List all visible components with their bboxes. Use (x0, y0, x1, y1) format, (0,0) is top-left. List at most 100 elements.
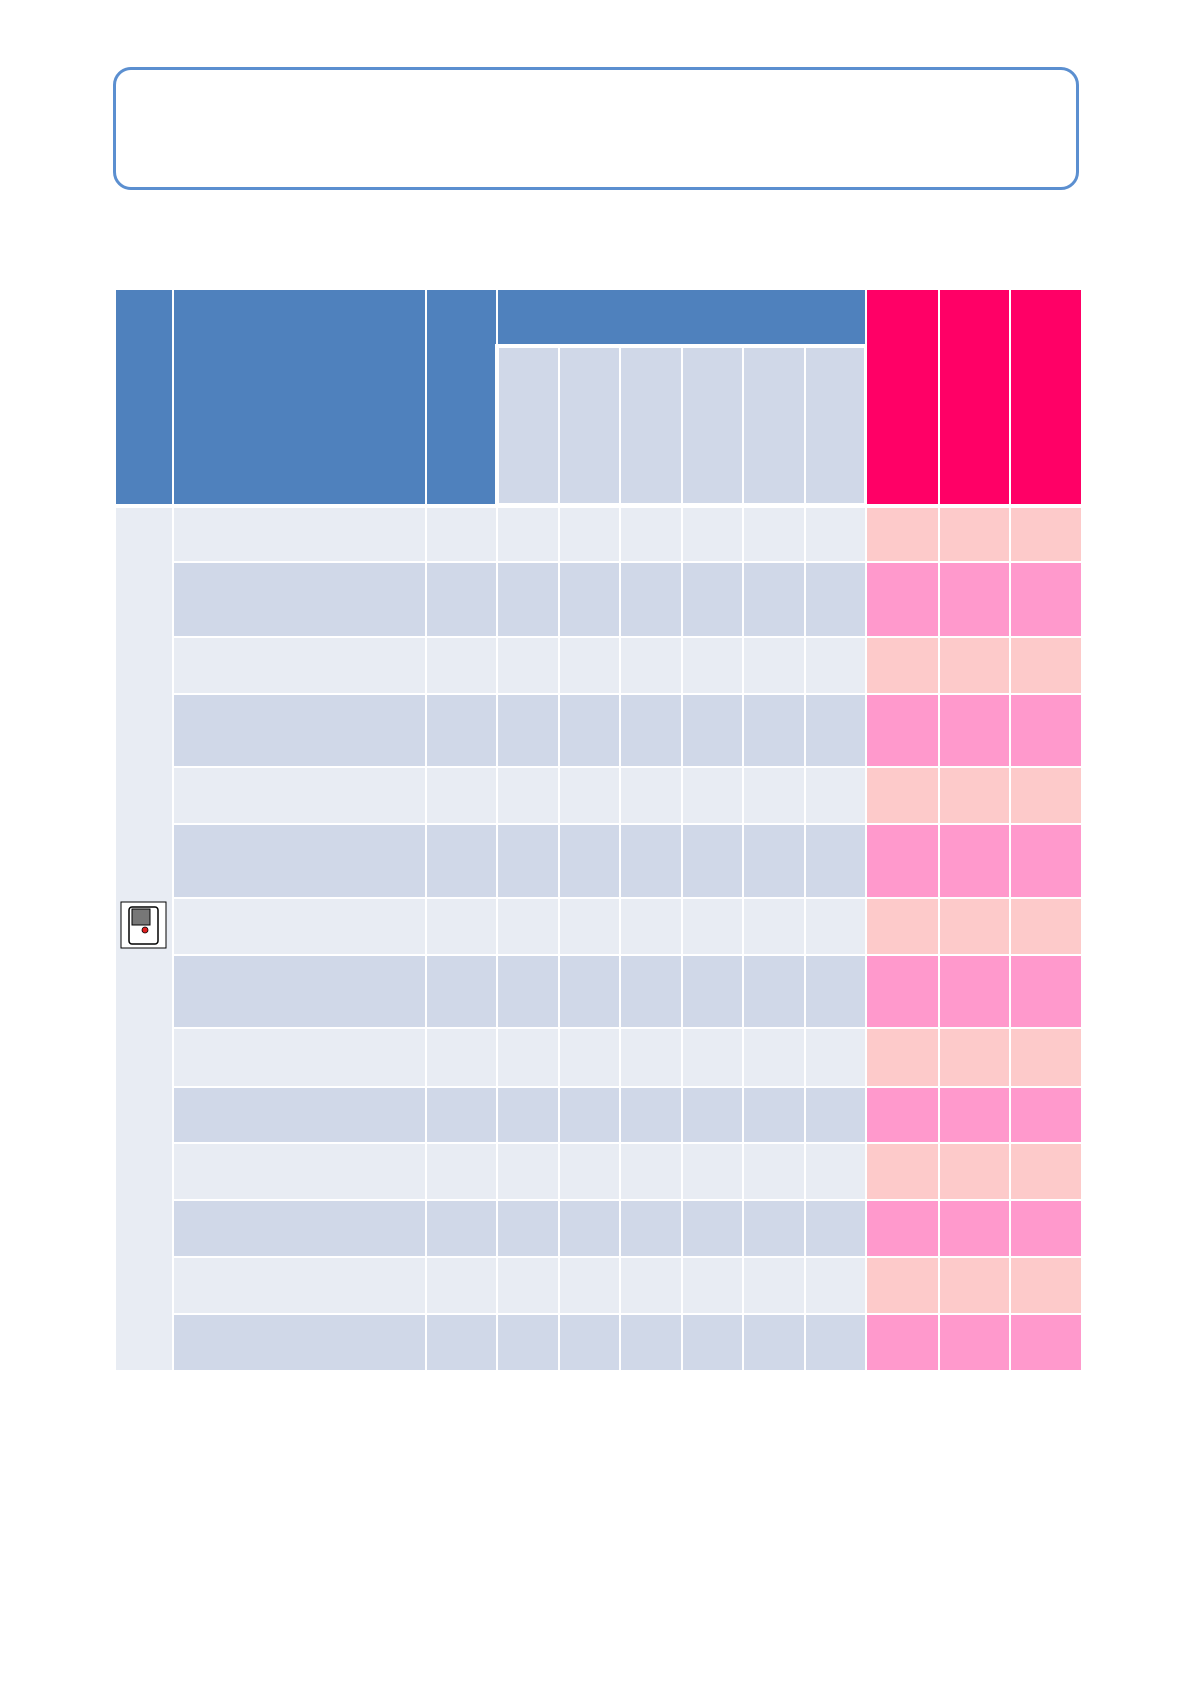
icon-screen (131, 908, 151, 926)
body-cell (425, 1256, 498, 1315)
body-cell (172, 1086, 427, 1144)
body-cell (172, 897, 427, 956)
body-cell (172, 1313, 427, 1372)
body-cell (865, 1086, 940, 1144)
body-cell (938, 561, 1011, 638)
body-cell (496, 954, 560, 1029)
body-cell (681, 1256, 744, 1315)
body-cell (742, 506, 806, 563)
body-cell (865, 636, 940, 695)
body-cell (1009, 1313, 1083, 1372)
header-cell (114, 288, 174, 506)
body-cell (558, 561, 621, 638)
body-cell (804, 1086, 867, 1144)
body-cell (1009, 1256, 1083, 1315)
body-cell (619, 1313, 683, 1372)
body-cell (496, 897, 560, 956)
body-cell (1009, 954, 1083, 1029)
body-cell (425, 561, 498, 638)
body-cell (938, 1256, 1011, 1315)
body-cell (425, 1199, 498, 1258)
body-cell (804, 823, 867, 899)
body-cell (496, 1086, 560, 1144)
body-cell (496, 1199, 560, 1258)
body-cell (558, 1256, 621, 1315)
body-cell (172, 636, 427, 695)
body-cell (425, 766, 498, 825)
header-cell (425, 288, 498, 506)
body-cell (681, 897, 744, 956)
body-cell (865, 1313, 940, 1372)
body-cell (865, 1256, 940, 1315)
subheader-cell (619, 345, 683, 506)
body-cell (1009, 1199, 1083, 1258)
body-cell (1009, 506, 1083, 563)
header-cell (938, 288, 1011, 506)
body-cell (172, 954, 427, 1029)
body-cell (865, 823, 940, 899)
body-cell (865, 766, 940, 825)
body-cell (172, 693, 427, 768)
body-cell (681, 1313, 744, 1372)
body-cell (1009, 693, 1083, 768)
body-cell (681, 1142, 744, 1201)
body-cell (425, 506, 498, 563)
body-cell (865, 693, 940, 768)
body-cell (938, 954, 1011, 1029)
body-cell (425, 954, 498, 1029)
body-cell (558, 1027, 621, 1088)
header-cell (865, 288, 940, 506)
body-cell (619, 897, 683, 956)
body-cell (558, 766, 621, 825)
title-box (113, 67, 1079, 190)
body-cell (496, 766, 560, 825)
body-cell (681, 766, 744, 825)
body-cell (865, 1142, 940, 1201)
body-cell (804, 636, 867, 695)
body-cell (681, 506, 744, 563)
body-cell (1009, 823, 1083, 899)
body-cell (619, 693, 683, 768)
body-cell (804, 954, 867, 1029)
body-cell (938, 766, 1011, 825)
body-cell (558, 897, 621, 956)
body-cell (742, 954, 806, 1029)
body-cell (938, 1199, 1011, 1258)
body-cell (558, 823, 621, 899)
body-cell (742, 1256, 806, 1315)
body-cell (1009, 1086, 1083, 1144)
body-cell (172, 1142, 427, 1201)
body-cell (804, 1199, 867, 1258)
icon-dot (141, 926, 149, 934)
body-cell (425, 636, 498, 695)
body-cell (558, 693, 621, 768)
body-cell (619, 766, 683, 825)
body-cell (172, 766, 427, 825)
body-cell (681, 561, 744, 638)
body-cell (681, 1199, 744, 1258)
body-cell (681, 823, 744, 899)
body-cell (425, 693, 498, 768)
body-cell (804, 766, 867, 825)
body-cell (496, 561, 560, 638)
body-cell (938, 1027, 1011, 1088)
body-cell (558, 636, 621, 695)
body-cell (558, 1313, 621, 1372)
body-cell (172, 1199, 427, 1258)
body-cell (619, 954, 683, 1029)
header-cell (496, 288, 867, 347)
body-cell (1009, 561, 1083, 638)
body-cell (558, 1142, 621, 1201)
header-cell (172, 288, 427, 506)
body-cell (804, 1256, 867, 1315)
body-cell (172, 1256, 427, 1315)
body-cell (619, 1199, 683, 1258)
subheader-cell (804, 345, 867, 506)
body-cell (619, 1142, 683, 1201)
body-cell (804, 897, 867, 956)
body-cell (865, 1199, 940, 1258)
body-cell (172, 823, 427, 899)
body-cell (619, 1256, 683, 1315)
